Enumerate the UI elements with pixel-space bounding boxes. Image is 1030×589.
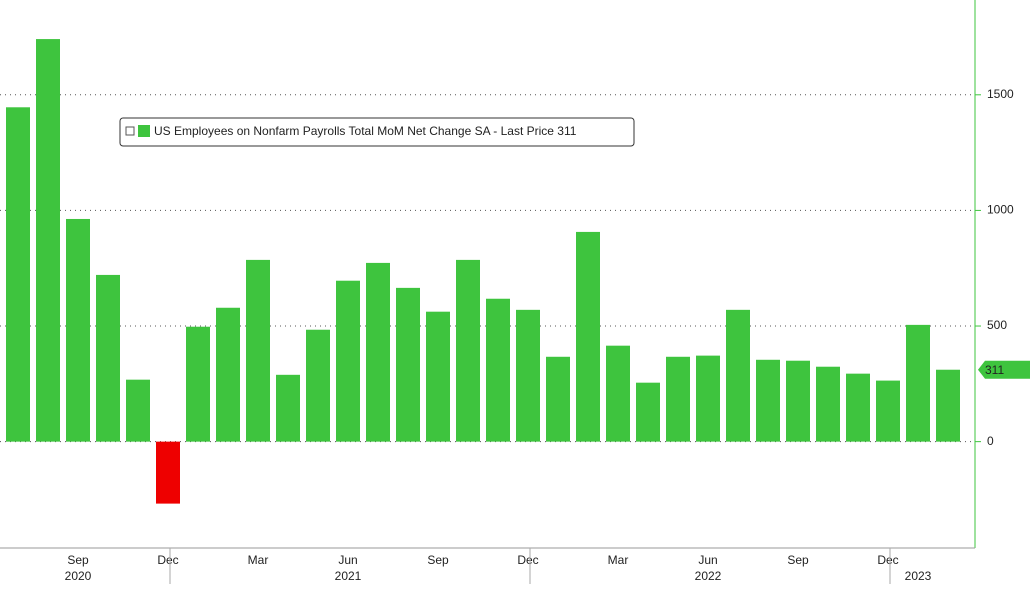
bar: [306, 329, 330, 442]
legend-toggle[interactable]: [125, 126, 135, 136]
x-tick-label: Dec: [157, 553, 178, 567]
bar: [666, 356, 690, 442]
x-tick-label: Mar: [248, 553, 269, 567]
last-price-label: 311: [985, 363, 1004, 377]
bar: [606, 345, 630, 442]
y-tick-label: 0: [987, 434, 994, 448]
bar: [366, 262, 390, 442]
bar: [516, 309, 540, 442]
bar: [456, 259, 480, 442]
bar: [546, 356, 570, 442]
x-tick-label: Sep: [427, 553, 449, 567]
bar: [396, 287, 420, 442]
x-tick-label: Jun: [338, 553, 357, 567]
x-tick-label: Sep: [67, 553, 89, 567]
bar: [66, 218, 90, 442]
bar: [756, 359, 780, 442]
y-tick-label: 1500: [987, 87, 1014, 101]
x-year-label: 2022: [695, 569, 722, 583]
bar: [846, 373, 870, 442]
bar: [186, 326, 210, 442]
bar: [576, 231, 600, 442]
last-price-tag: [978, 360, 1030, 379]
x-tick-label: Dec: [517, 553, 538, 567]
legend-swatch: [138, 125, 150, 137]
bar: [786, 360, 810, 442]
bar: [36, 39, 60, 442]
bar: [696, 355, 720, 442]
bar: [486, 298, 510, 442]
bar: [726, 309, 750, 442]
bar: [336, 280, 360, 442]
x-tick-label: Dec: [877, 553, 898, 567]
bar: [96, 274, 120, 442]
x-tick-label: Sep: [787, 553, 809, 567]
bar: [816, 366, 840, 442]
x-tick-label: Jun: [698, 553, 717, 567]
x-year-label: 2020: [65, 569, 92, 583]
x-tick-label: Mar: [608, 553, 629, 567]
bar: [426, 311, 450, 442]
bar: [126, 379, 150, 442]
legend: US Employees on Nonfarm Payrolls Total M…: [119, 117, 635, 147]
bar: [906, 324, 930, 442]
x-year-label: 2021: [335, 569, 362, 583]
bar: [216, 307, 240, 442]
y-tick-label: 500: [987, 318, 1007, 332]
bar: [246, 259, 270, 442]
bar: [636, 382, 660, 442]
bar: [876, 380, 900, 442]
legend-label: US Employees on Nonfarm Payrolls Total M…: [154, 124, 577, 138]
bar: [276, 374, 300, 442]
x-year-label: 2023: [905, 569, 932, 583]
bar: [936, 369, 960, 442]
y-tick-label: 1000: [987, 203, 1014, 217]
legend-box: [119, 117, 635, 147]
bar: [6, 107, 30, 442]
bar: [156, 441, 180, 504]
